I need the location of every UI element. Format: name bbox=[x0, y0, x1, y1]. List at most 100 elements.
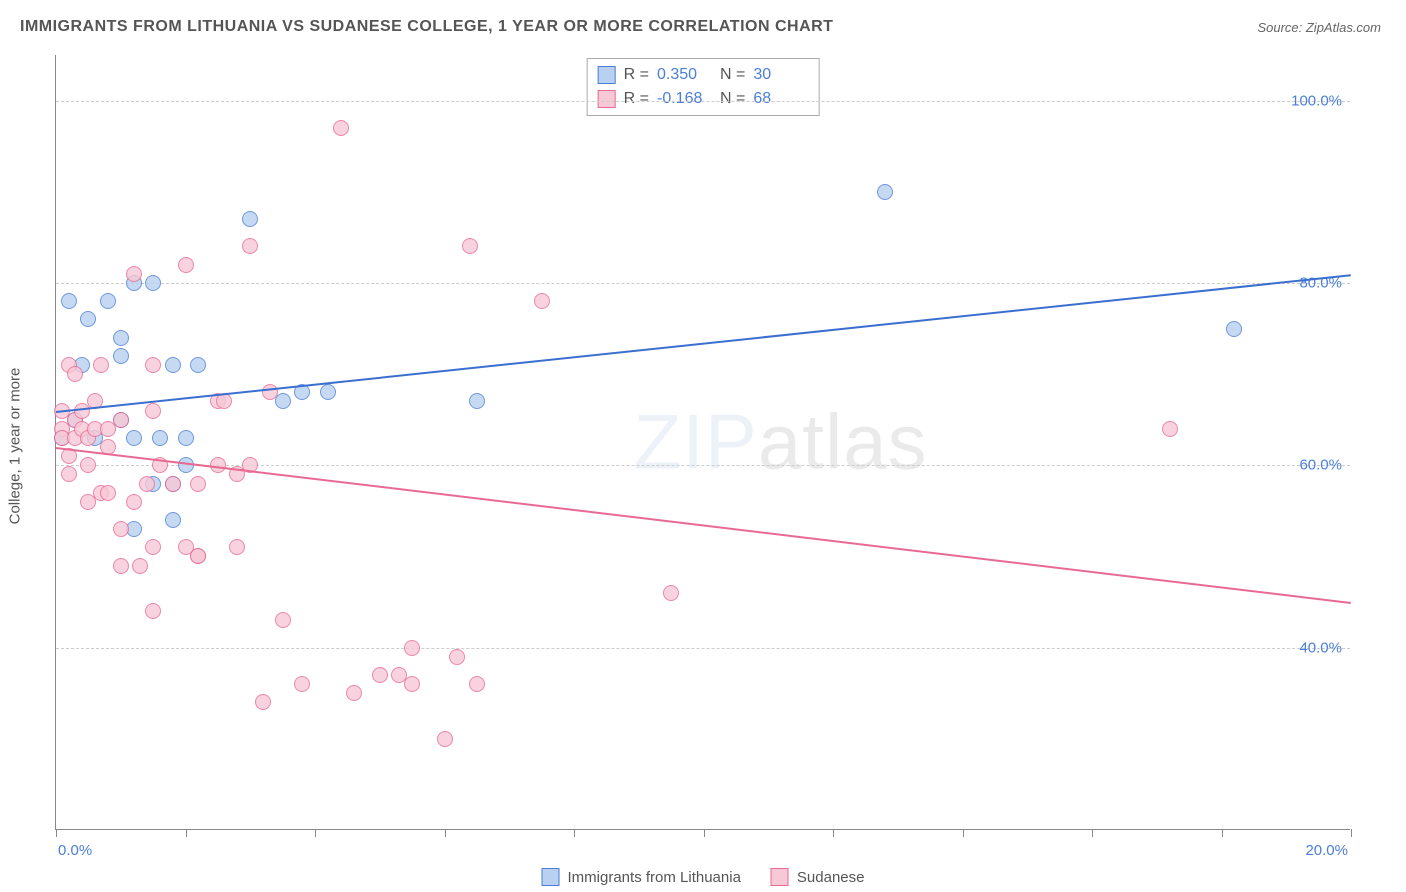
data-point bbox=[80, 311, 96, 327]
data-point bbox=[80, 457, 96, 473]
data-point bbox=[145, 357, 161, 373]
data-point bbox=[462, 238, 478, 254]
data-point bbox=[165, 357, 181, 373]
y-tick-label: 100.0% bbox=[1291, 92, 1342, 109]
legend-swatch bbox=[542, 868, 560, 886]
stats-legend-box: R = 0.350 N = 30 R = -0.168 N = 68 bbox=[587, 58, 820, 116]
data-point bbox=[437, 731, 453, 747]
gridline bbox=[56, 101, 1350, 102]
r-value: -0.168 bbox=[657, 87, 712, 111]
legend-label: Immigrants from Lithuania bbox=[568, 869, 741, 886]
data-point bbox=[113, 412, 129, 428]
n-label: N = bbox=[720, 63, 745, 87]
watermark-zip: ZIP bbox=[634, 398, 758, 486]
x-tick bbox=[704, 829, 705, 837]
data-point bbox=[663, 585, 679, 601]
data-point bbox=[139, 476, 155, 492]
data-point bbox=[346, 685, 362, 701]
n-value: 68 bbox=[753, 87, 808, 111]
watermark: ZIPatlas bbox=[634, 397, 928, 488]
n-label: N = bbox=[720, 87, 745, 111]
data-point bbox=[145, 603, 161, 619]
regression-line bbox=[56, 447, 1351, 604]
data-point bbox=[877, 184, 893, 200]
bottom-legend: Immigrants from Lithuania Sudanese bbox=[542, 868, 865, 886]
r-value: 0.350 bbox=[657, 63, 712, 87]
x-tick bbox=[445, 829, 446, 837]
data-point bbox=[178, 257, 194, 273]
source-prefix: Source: bbox=[1257, 20, 1305, 35]
x-tick bbox=[1351, 829, 1352, 837]
data-point bbox=[113, 330, 129, 346]
gridline bbox=[56, 283, 1350, 284]
x-tick-label: 20.0% bbox=[1305, 842, 1348, 859]
legend-swatch bbox=[771, 868, 789, 886]
data-point bbox=[404, 676, 420, 692]
data-point bbox=[113, 521, 129, 537]
data-point bbox=[113, 348, 129, 364]
r-label: R = bbox=[624, 63, 649, 87]
y-tick-label: 40.0% bbox=[1299, 639, 1342, 656]
data-point bbox=[100, 485, 116, 501]
x-tick bbox=[186, 829, 187, 837]
x-tick bbox=[963, 829, 964, 837]
data-point bbox=[333, 120, 349, 136]
stats-row: R = -0.168 N = 68 bbox=[598, 87, 809, 111]
x-tick bbox=[315, 829, 316, 837]
data-point bbox=[320, 384, 336, 400]
data-point bbox=[126, 266, 142, 282]
y-tick-label: 60.0% bbox=[1299, 457, 1342, 474]
data-point bbox=[190, 476, 206, 492]
data-point bbox=[132, 558, 148, 574]
data-point bbox=[165, 512, 181, 528]
r-label: R = bbox=[624, 87, 649, 111]
x-tick bbox=[56, 829, 57, 837]
data-point bbox=[165, 476, 181, 492]
data-point bbox=[1226, 321, 1242, 337]
data-point bbox=[126, 430, 142, 446]
data-point bbox=[145, 539, 161, 555]
data-point bbox=[294, 676, 310, 692]
x-tick bbox=[833, 829, 834, 837]
data-point bbox=[67, 366, 83, 382]
data-point bbox=[275, 612, 291, 628]
regression-line bbox=[56, 274, 1351, 413]
data-point bbox=[100, 293, 116, 309]
source-attribution: Source: ZipAtlas.com bbox=[1257, 20, 1381, 35]
data-point bbox=[255, 694, 271, 710]
x-tick bbox=[1092, 829, 1093, 837]
data-point bbox=[61, 466, 77, 482]
x-tick-label: 0.0% bbox=[58, 842, 92, 859]
data-point bbox=[126, 494, 142, 510]
data-point bbox=[449, 649, 465, 665]
data-point bbox=[145, 403, 161, 419]
data-point bbox=[469, 393, 485, 409]
legend-item: Immigrants from Lithuania bbox=[542, 868, 741, 886]
source-text: ZipAtlas.com bbox=[1306, 20, 1381, 35]
data-point bbox=[534, 293, 550, 309]
gridline bbox=[56, 648, 1350, 649]
legend-swatch bbox=[598, 90, 616, 108]
data-point bbox=[190, 548, 206, 564]
data-point bbox=[152, 430, 168, 446]
n-value: 30 bbox=[753, 63, 808, 87]
stats-row: R = 0.350 N = 30 bbox=[598, 63, 809, 87]
data-point bbox=[113, 558, 129, 574]
data-point bbox=[242, 238, 258, 254]
data-point bbox=[404, 640, 420, 656]
data-point bbox=[1162, 421, 1178, 437]
data-point bbox=[229, 539, 245, 555]
chart-title: IMMIGRANTS FROM LITHUANIA VS SUDANESE CO… bbox=[20, 18, 833, 36]
legend-label: Sudanese bbox=[797, 869, 865, 886]
x-tick bbox=[1222, 829, 1223, 837]
data-point bbox=[216, 393, 232, 409]
x-tick bbox=[574, 829, 575, 837]
data-point bbox=[190, 357, 206, 373]
data-point bbox=[145, 275, 161, 291]
legend-item: Sudanese bbox=[771, 868, 865, 886]
legend-swatch bbox=[598, 66, 616, 84]
data-point bbox=[61, 293, 77, 309]
data-point bbox=[178, 430, 194, 446]
data-point bbox=[372, 667, 388, 683]
data-point bbox=[242, 211, 258, 227]
